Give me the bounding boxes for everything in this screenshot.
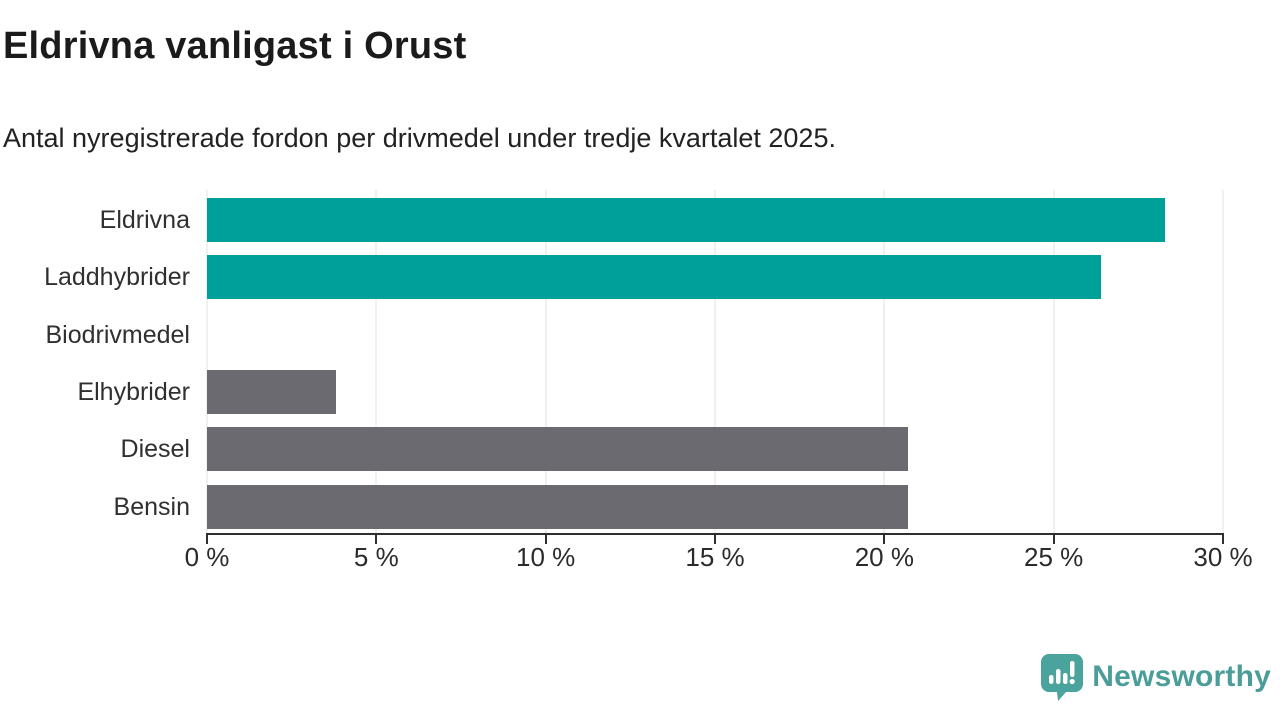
bar-elhybrider bbox=[207, 369, 336, 414]
x-tick-label-20: 20 % bbox=[854, 542, 914, 572]
x-axis: 0 % 5 % 10 % 15 % 20 % 25 % 30 % bbox=[185, 190, 1253, 590]
category-label-bensin: Bensin bbox=[113, 492, 190, 521]
newsworthy-logo-text: Newsworthy bbox=[1092, 660, 1271, 693]
gridline bbox=[1222, 190, 1224, 534]
x-tick-label-5: 5 % bbox=[353, 542, 399, 572]
gridline bbox=[545, 190, 547, 534]
x-tick-label-25: 25 % bbox=[1024, 542, 1084, 572]
bar-chart-speech-bubble-icon bbox=[1039, 652, 1084, 702]
tick-mark bbox=[206, 535, 208, 544]
x-tick-label-15: 15 % bbox=[685, 542, 745, 572]
bar-chart: Eldrivna Laddhybrider Biodrivmedel Elhyb… bbox=[0, 190, 1280, 590]
bar-eldrivna bbox=[207, 198, 1166, 242]
bar-bensin bbox=[207, 484, 909, 529]
newsworthy-logo[interactable]: Newsworthy bbox=[1039, 652, 1271, 702]
bar-diesel bbox=[207, 427, 909, 472]
tick-mark bbox=[883, 535, 886, 544]
gridline bbox=[206, 190, 208, 534]
tick-mark bbox=[714, 535, 716, 544]
category-label-diesel: Diesel bbox=[120, 435, 190, 464]
x-tick-label-0: 0 % bbox=[184, 542, 230, 572]
x-axis-line bbox=[206, 533, 1224, 535]
category-label-laddhybrider: Laddhybrider bbox=[44, 263, 190, 292]
plot-area bbox=[206, 190, 1224, 534]
tick-mark bbox=[1222, 535, 1224, 544]
category-label-eldrivna: Eldrivna bbox=[99, 206, 190, 234]
x-tick-label-10: 10 % bbox=[516, 542, 576, 572]
page-title: Eldrivna vanligast i Orust bbox=[3, 25, 467, 67]
speech-bubble-shape bbox=[1041, 654, 1084, 701]
gridline bbox=[375, 190, 377, 534]
tick-mark bbox=[1052, 535, 1055, 544]
category-label-biodrivmedel: Biodrivmedel bbox=[45, 320, 190, 349]
gridline bbox=[883, 190, 885, 534]
x-tick-label-30: 30 % bbox=[1193, 542, 1253, 572]
page-subtitle: Antal nyregistrerade fordon per drivmede… bbox=[3, 123, 836, 153]
bar-laddhybrider bbox=[207, 255, 1102, 300]
gridline bbox=[1053, 190, 1055, 534]
category-label-elhybrider: Elhybrider bbox=[77, 377, 190, 406]
tick-mark bbox=[544, 535, 547, 544]
category-axis: Eldrivna Laddhybrider Biodrivmedel Elhyb… bbox=[0, 190, 190, 534]
tick-mark bbox=[375, 535, 378, 544]
gridline bbox=[714, 190, 716, 534]
